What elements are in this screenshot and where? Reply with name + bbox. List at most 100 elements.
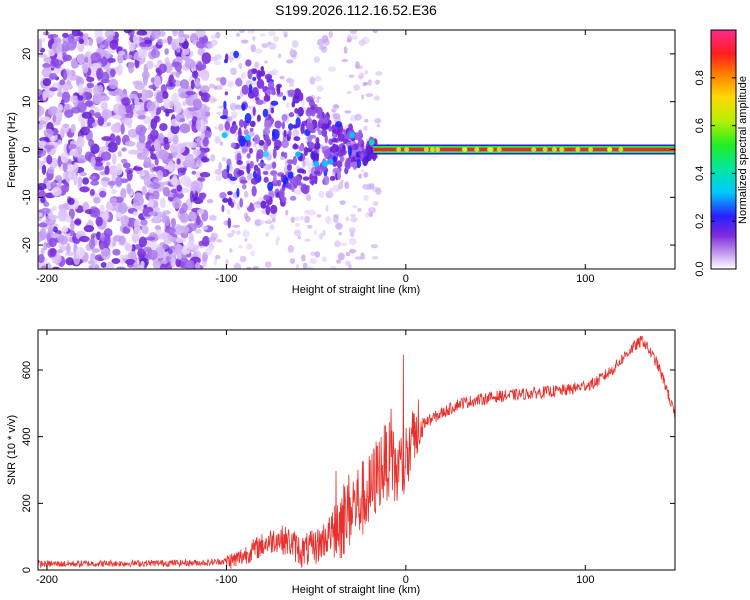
spectrogram-blob — [275, 237, 279, 246]
spectrogram-blob — [110, 123, 120, 134]
spectrogram-blob — [125, 258, 136, 266]
spectrogram-blob — [280, 173, 285, 183]
spectrogram-blob — [325, 216, 332, 224]
spectrogram-blob — [42, 78, 52, 87]
spectrogram-blob — [285, 102, 290, 108]
spectrogram-blob — [210, 56, 218, 62]
spectrogram-blob — [227, 232, 234, 238]
spectrogram-blob — [108, 78, 119, 90]
spectrogram-blob — [210, 154, 216, 162]
spectrogram-blob — [332, 167, 340, 173]
spectrogram-blob — [182, 47, 190, 56]
spectrogram-blob — [77, 176, 83, 187]
spectrogram-blob — [128, 149, 139, 155]
spectrogram-blob — [236, 187, 240, 198]
spectrogram-blob — [238, 244, 243, 249]
spectrogram-blob — [376, 123, 381, 128]
spectrogram-blob — [152, 190, 160, 200]
spectrogram-blob — [117, 65, 122, 77]
spectrogram-blob — [237, 169, 245, 176]
spectrogram-blob — [287, 89, 296, 96]
spectrogram-blob — [43, 57, 53, 64]
spectrogram-blob — [304, 215, 311, 224]
spectrogram-blob — [314, 251, 321, 258]
spectrogram-blob — [328, 31, 333, 39]
spectrogram-blob — [282, 95, 287, 101]
spectrogram-blob — [74, 219, 82, 225]
spectrogram-blob — [325, 190, 334, 199]
spectrogram-blob — [187, 107, 199, 112]
spectrogram-blob — [260, 65, 265, 72]
spectrogram-blob — [39, 161, 46, 166]
spectrogram-blob — [162, 243, 169, 250]
spectrogram-blob — [214, 168, 223, 175]
spectrogram-blob — [169, 227, 177, 235]
spectrogram-xtick-label: -200 — [36, 273, 58, 285]
spectrogram-blob — [248, 147, 254, 154]
spectrogram-blob — [248, 83, 253, 94]
spectrogram-blob — [319, 112, 323, 124]
spectrogram-blob — [213, 60, 221, 66]
spectrogram-blob — [38, 212, 43, 218]
spectrogram-blob — [280, 151, 285, 158]
spectrogram-blob — [348, 74, 355, 78]
spectrogram-blob — [106, 161, 111, 167]
spectrogram-blob — [64, 108, 74, 118]
spectrogram-blob — [339, 148, 347, 156]
spectrogram-blob — [344, 110, 352, 114]
spectrogram-blob — [559, 147, 565, 152]
spectrogram-blob — [91, 122, 97, 128]
spectrogram-blob — [258, 139, 265, 146]
spectrogram-blob — [282, 30, 288, 35]
spectrogram-blob — [184, 90, 196, 96]
spectrogram-blob — [141, 147, 149, 157]
spectrogram-blob — [62, 32, 69, 38]
spectrogram-blob — [117, 53, 124, 64]
spectrogram-blob — [164, 215, 170, 227]
spectrogram-blob — [219, 141, 223, 146]
spectrogram-blob — [140, 260, 145, 269]
spectrogram-blob — [175, 72, 180, 78]
spectrogram-blob — [77, 41, 85, 52]
spectrogram-blob — [335, 222, 343, 230]
spectrogram-blob — [176, 47, 181, 53]
spectrogram-blob — [238, 135, 246, 147]
spectrogram-blob — [341, 242, 347, 247]
snr-ytick-label: 400 — [21, 427, 33, 445]
spectrogram-blob — [91, 207, 101, 218]
spectrogram-blob — [254, 48, 263, 54]
spectrogram-blob — [226, 163, 230, 174]
snr-ytick-label: 600 — [21, 361, 33, 379]
spectrogram-blob — [111, 258, 121, 265]
spectrogram-blob — [315, 96, 322, 100]
spectrogram-blob — [323, 175, 330, 186]
spectrogram-blob — [339, 200, 346, 205]
spectrogram-blob — [98, 84, 104, 95]
spectrogram-blob — [337, 125, 341, 137]
spectrogram-blob — [38, 38, 43, 51]
spectrogram-blob — [159, 123, 168, 131]
spectrogram-blob — [62, 69, 68, 81]
spectrogram-blob — [239, 197, 244, 208]
spectrogram-blob — [153, 207, 161, 212]
spectrogram-blob — [404, 147, 410, 152]
spectrogram-blob — [101, 136, 112, 142]
spectrogram-blob — [52, 114, 57, 123]
spectrogram-blob — [75, 76, 85, 87]
spectrogram-blob — [220, 76, 227, 86]
spectrogram-blob — [322, 160, 329, 167]
snr-xtick-label: 100 — [576, 574, 594, 586]
spectrogram-blob — [265, 232, 269, 237]
spectrogram-blob — [362, 184, 370, 190]
spectrogram-blob — [223, 100, 227, 110]
spectrogram-blob — [47, 166, 55, 175]
spectrogram-blob — [38, 183, 47, 191]
spectrogram-blob — [121, 147, 127, 152]
spectrogram-blob — [120, 123, 125, 135]
spectrogram-blob — [288, 83, 295, 88]
spectrogram-blob — [190, 79, 195, 90]
spectrogram-blob — [48, 225, 54, 231]
spectrogram-blob — [358, 173, 363, 179]
spectrogram-blob — [345, 216, 350, 222]
